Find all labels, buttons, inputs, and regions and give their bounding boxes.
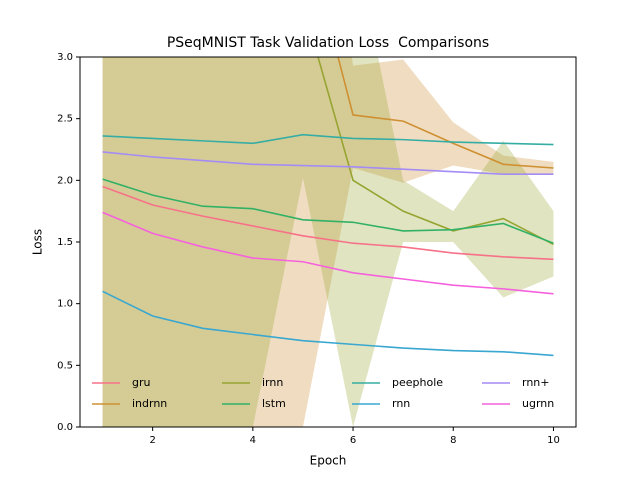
y-tick-label: 2.5	[57, 114, 73, 125]
series-line	[102, 151, 554, 175]
x-tick-label: 10	[547, 435, 560, 446]
y-axis-label: Loss	[31, 229, 45, 255]
legend-label: gru	[132, 376, 150, 389]
x-tick-label: 4	[250, 435, 256, 446]
legend-label: rnn+	[522, 376, 550, 389]
legend-label: peephole	[392, 376, 443, 389]
confidence-band	[102, 57, 554, 427]
confidence-band	[102, 57, 554, 427]
legend-label: rnn	[392, 397, 410, 410]
y-tick-label: 2.0	[57, 175, 73, 186]
legend-label: irnn	[262, 376, 283, 389]
series-line	[102, 290, 554, 357]
series-line	[102, 178, 554, 244]
plot-area	[102, 57, 554, 427]
legend-label: ugrnn	[522, 397, 554, 410]
y-tick-label: 1.5	[57, 237, 73, 248]
y-tick-label: 3.0	[57, 52, 73, 63]
y-tick-label: 1.0	[57, 299, 73, 310]
x-axis-label: Epoch	[310, 454, 347, 468]
x-tick-label: 2	[149, 435, 155, 446]
series-line	[102, 211, 554, 295]
x-tick-label: 8	[450, 435, 456, 446]
x-tick-label: 6	[350, 435, 356, 446]
legend-label: indrnn	[132, 397, 167, 410]
legend-label: lstm	[262, 397, 286, 410]
y-tick-label: 0.0	[57, 422, 73, 433]
y-tick-label: 0.5	[57, 360, 73, 371]
chart-title: PSeqMNIST Task Validation Loss Compariso…	[167, 35, 489, 51]
series-line	[102, 133, 554, 146]
series-line	[102, 185, 554, 261]
series-line	[317, 57, 554, 246]
series-line	[337, 57, 554, 169]
